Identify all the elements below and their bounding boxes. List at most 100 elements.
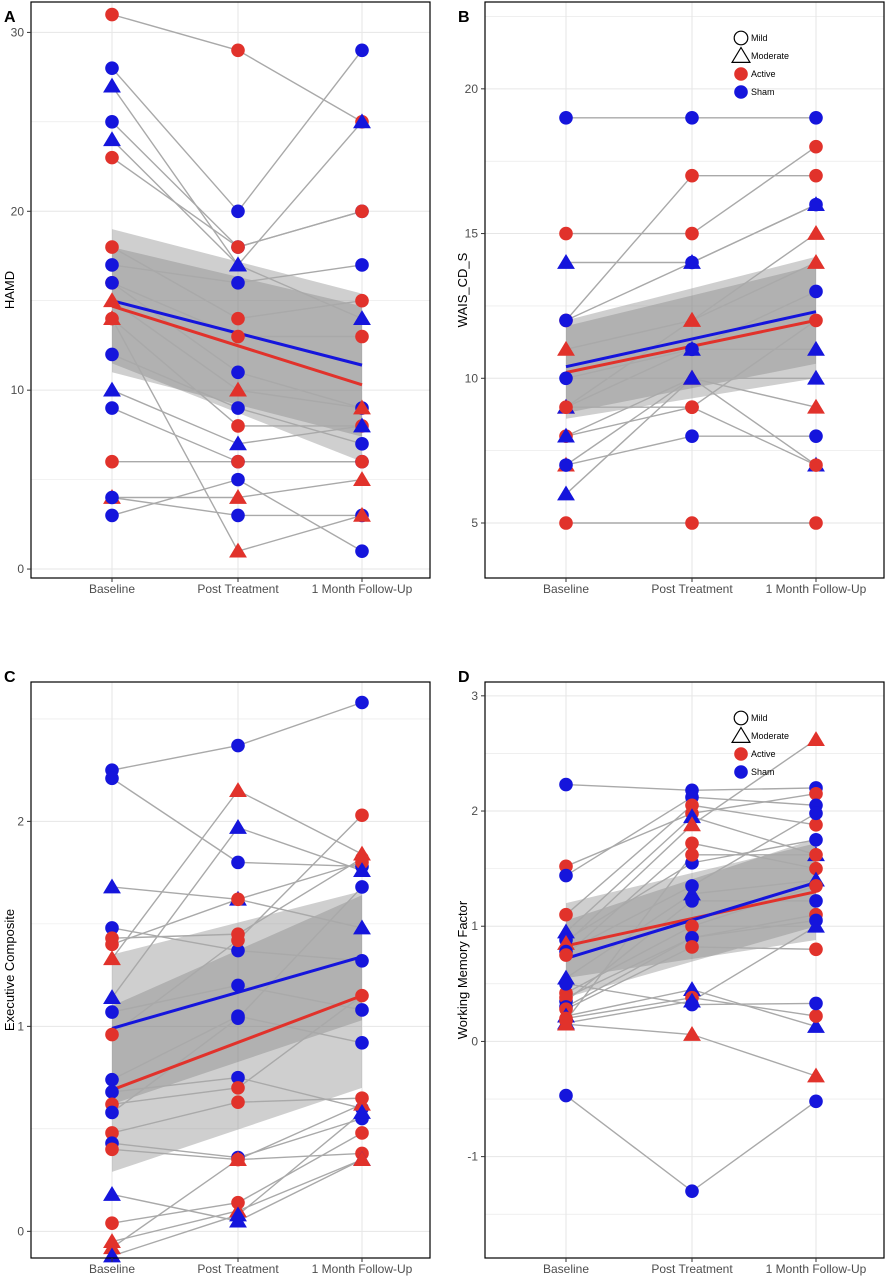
y-tick-label: -1: [467, 1150, 478, 1164]
data-point: [103, 1247, 121, 1263]
x-tick-label: 1 Month Follow-Up: [766, 582, 867, 596]
panel-label: B: [458, 9, 470, 26]
y-tick-label: 1: [17, 1019, 24, 1033]
data-point: [559, 868, 573, 883]
confidence-band-sham: [566, 256, 816, 414]
data-point: [105, 258, 119, 272]
y-tick-label: 20: [465, 82, 479, 96]
data-point: [557, 340, 575, 356]
data-point: [809, 942, 823, 957]
data-point: [809, 1009, 823, 1023]
data-point: [355, 808, 369, 823]
legend-key-sham: [734, 85, 748, 99]
data-point: [809, 786, 823, 801]
data-point: [231, 43, 245, 58]
confidence-band-active: [112, 895, 362, 1172]
data-point: [229, 489, 247, 504]
y-tick-label: 30: [11, 25, 25, 39]
data-point: [231, 1081, 245, 1095]
data-point: [685, 848, 699, 862]
data-point: [231, 508, 245, 523]
data-point: [231, 1070, 245, 1085]
data-point: [685, 919, 699, 934]
data-point: [809, 110, 823, 125]
x-tick-label: Post Treatment: [651, 1262, 733, 1276]
data-point: [355, 880, 369, 894]
data-point: [685, 429, 699, 443]
data-point: [103, 1185, 121, 1201]
data-point: [231, 311, 245, 326]
data-point: [231, 933, 245, 948]
data-point: [103, 131, 121, 147]
data-point: [685, 400, 699, 415]
data-point: [685, 798, 699, 813]
data-points: [103, 7, 371, 558]
data-point: [809, 168, 823, 183]
panel-d: -1 0 1 2 3 Baseline Post Treatment 1 Month Foll…: [455, 669, 885, 1276]
data-point: [103, 878, 121, 894]
data-point: [105, 150, 119, 165]
data-point: [557, 935, 575, 950]
data-point: [809, 284, 823, 299]
y-tick-label: 15: [465, 227, 479, 241]
data-point: [103, 77, 121, 93]
y-axis-title: WAIS_CD_S: [455, 252, 470, 327]
fit-line-active: [111, 304, 363, 387]
data-point: [105, 1142, 119, 1157]
y-tick-label: 0: [17, 562, 24, 576]
data-point: [683, 1026, 701, 1041]
data-point: [355, 1126, 369, 1140]
fit-line-active: [565, 890, 817, 948]
data-point: [229, 256, 247, 272]
legend: Mild Moderate Active Sham: [731, 710, 789, 779]
data-point: [103, 950, 121, 966]
data-point: [229, 542, 247, 558]
plot-frame: [30, 1, 431, 579]
data-point: [353, 1151, 371, 1166]
y-axis-title: Working Memory Factor: [455, 900, 470, 1039]
data-point: [685, 168, 699, 183]
data-point: [105, 276, 119, 290]
data-point: [353, 310, 371, 325]
legend-label-sham: Sham: [751, 767, 775, 777]
data-point: [231, 365, 245, 380]
data-point: [105, 1126, 119, 1140]
data-point: [559, 948, 573, 962]
data-point: [231, 943, 245, 958]
data-point: [809, 848, 823, 862]
data-point: [105, 921, 119, 935]
data-point: [559, 907, 573, 922]
data-point: [231, 472, 245, 487]
data-point: [809, 879, 823, 893]
legend-key-moderate: [731, 46, 751, 63]
data-point: [231, 419, 245, 433]
data-point: [355, 1035, 369, 1050]
data-point: [809, 197, 823, 212]
data-point: [559, 458, 573, 472]
data-point: [559, 777, 573, 792]
y-tick-label: 5: [471, 516, 478, 530]
data-point: [231, 738, 245, 753]
data-point: [683, 311, 701, 327]
legend-label-mild: Mild: [751, 33, 768, 43]
data-point: [685, 226, 699, 241]
data-point: [807, 1067, 825, 1083]
data-point: [105, 347, 119, 362]
data-point: [355, 437, 369, 451]
data-point: [809, 516, 823, 530]
data-point: [355, 988, 369, 1003]
legend-label-sham: Sham: [751, 87, 775, 97]
x-tick-label: Post Treatment: [197, 1262, 279, 1276]
confidence-band-sham: [112, 891, 362, 1105]
data-point: [105, 1085, 119, 1099]
data-point: [231, 454, 245, 469]
legend: Mild Moderate Active Sham: [731, 30, 789, 99]
data-point: [355, 329, 369, 344]
data-point: [809, 139, 823, 154]
legend-key-moderate: [731, 726, 751, 743]
data-point: [355, 1003, 369, 1017]
data-point: [353, 862, 371, 877]
data-point: [685, 836, 699, 851]
data-point: [683, 981, 701, 996]
y-tick-label: 20: [11, 204, 25, 218]
